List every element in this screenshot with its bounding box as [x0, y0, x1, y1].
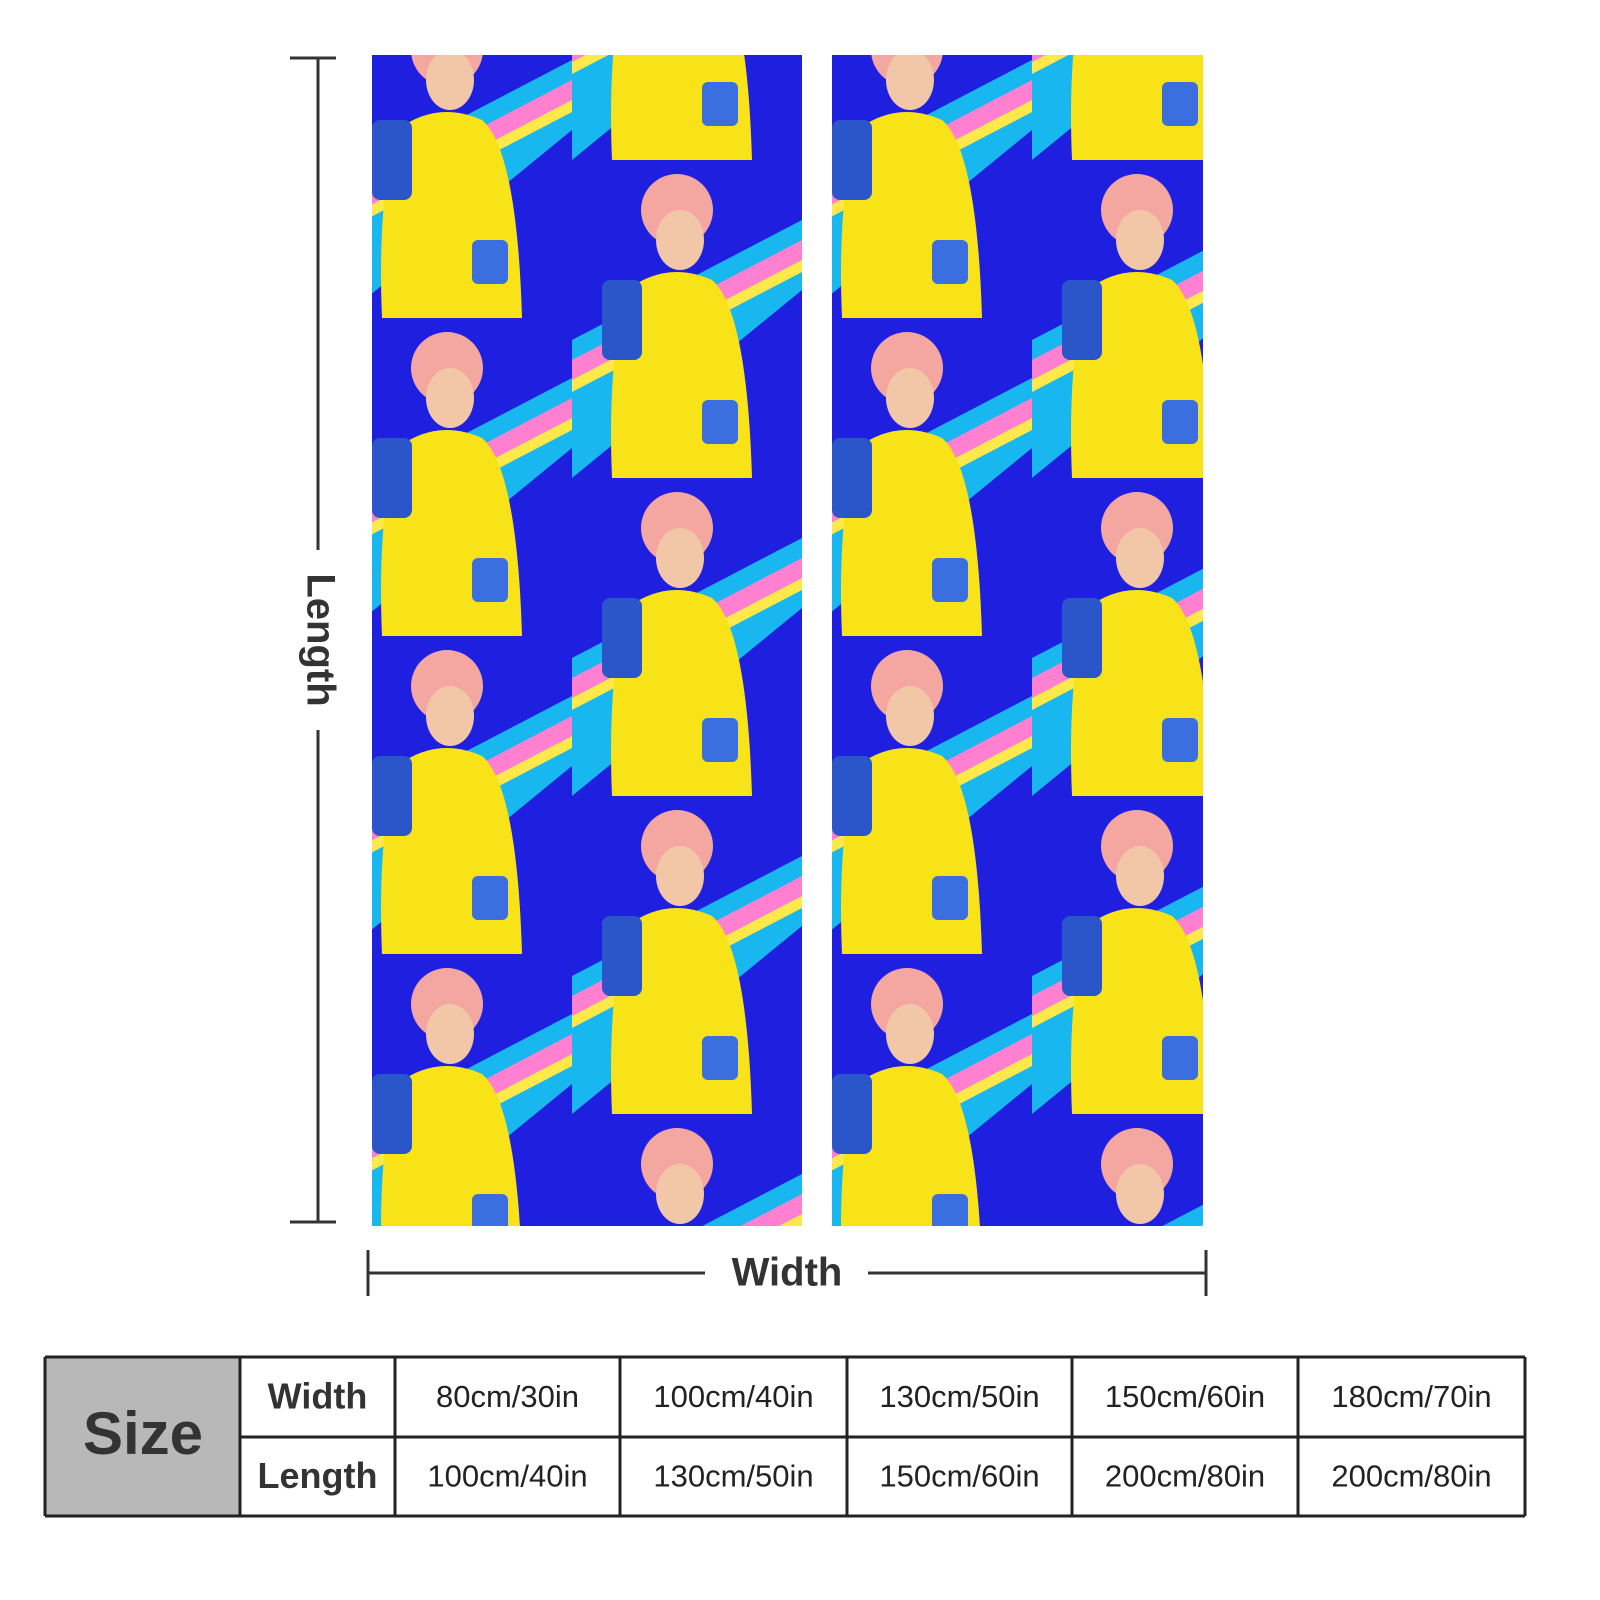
blanket	[372, 55, 1203, 1226]
size-value: 100cm/40in	[653, 1379, 813, 1414]
size-cell	[45, 1357, 240, 1516]
width-dimension	[366, 1250, 1208, 1296]
size-header: Size	[83, 1400, 203, 1467]
length-dimension	[290, 56, 336, 1224]
size-value: 130cm/50in	[653, 1459, 813, 1494]
row-header: Width	[268, 1376, 368, 1417]
width-label: Width	[732, 1251, 843, 1295]
length-label: Length	[298, 573, 342, 706]
size-table: Size Width 80cm/30in 100cm/40in 130cm/50in 1…	[43, 1355, 1527, 1518]
size-value: 200cm/80in	[1331, 1459, 1491, 1494]
size-value: 130cm/50in	[879, 1379, 1039, 1414]
size-value: 180cm/70in	[1331, 1379, 1491, 1414]
row-header: Length	[258, 1455, 378, 1496]
size-value: 150cm/60in	[1105, 1379, 1265, 1414]
size-value: 200cm/80in	[1105, 1459, 1265, 1494]
size-value: 80cm/30in	[436, 1379, 579, 1414]
size-value: 150cm/60in	[879, 1459, 1039, 1494]
size-value: 100cm/40in	[427, 1459, 587, 1494]
